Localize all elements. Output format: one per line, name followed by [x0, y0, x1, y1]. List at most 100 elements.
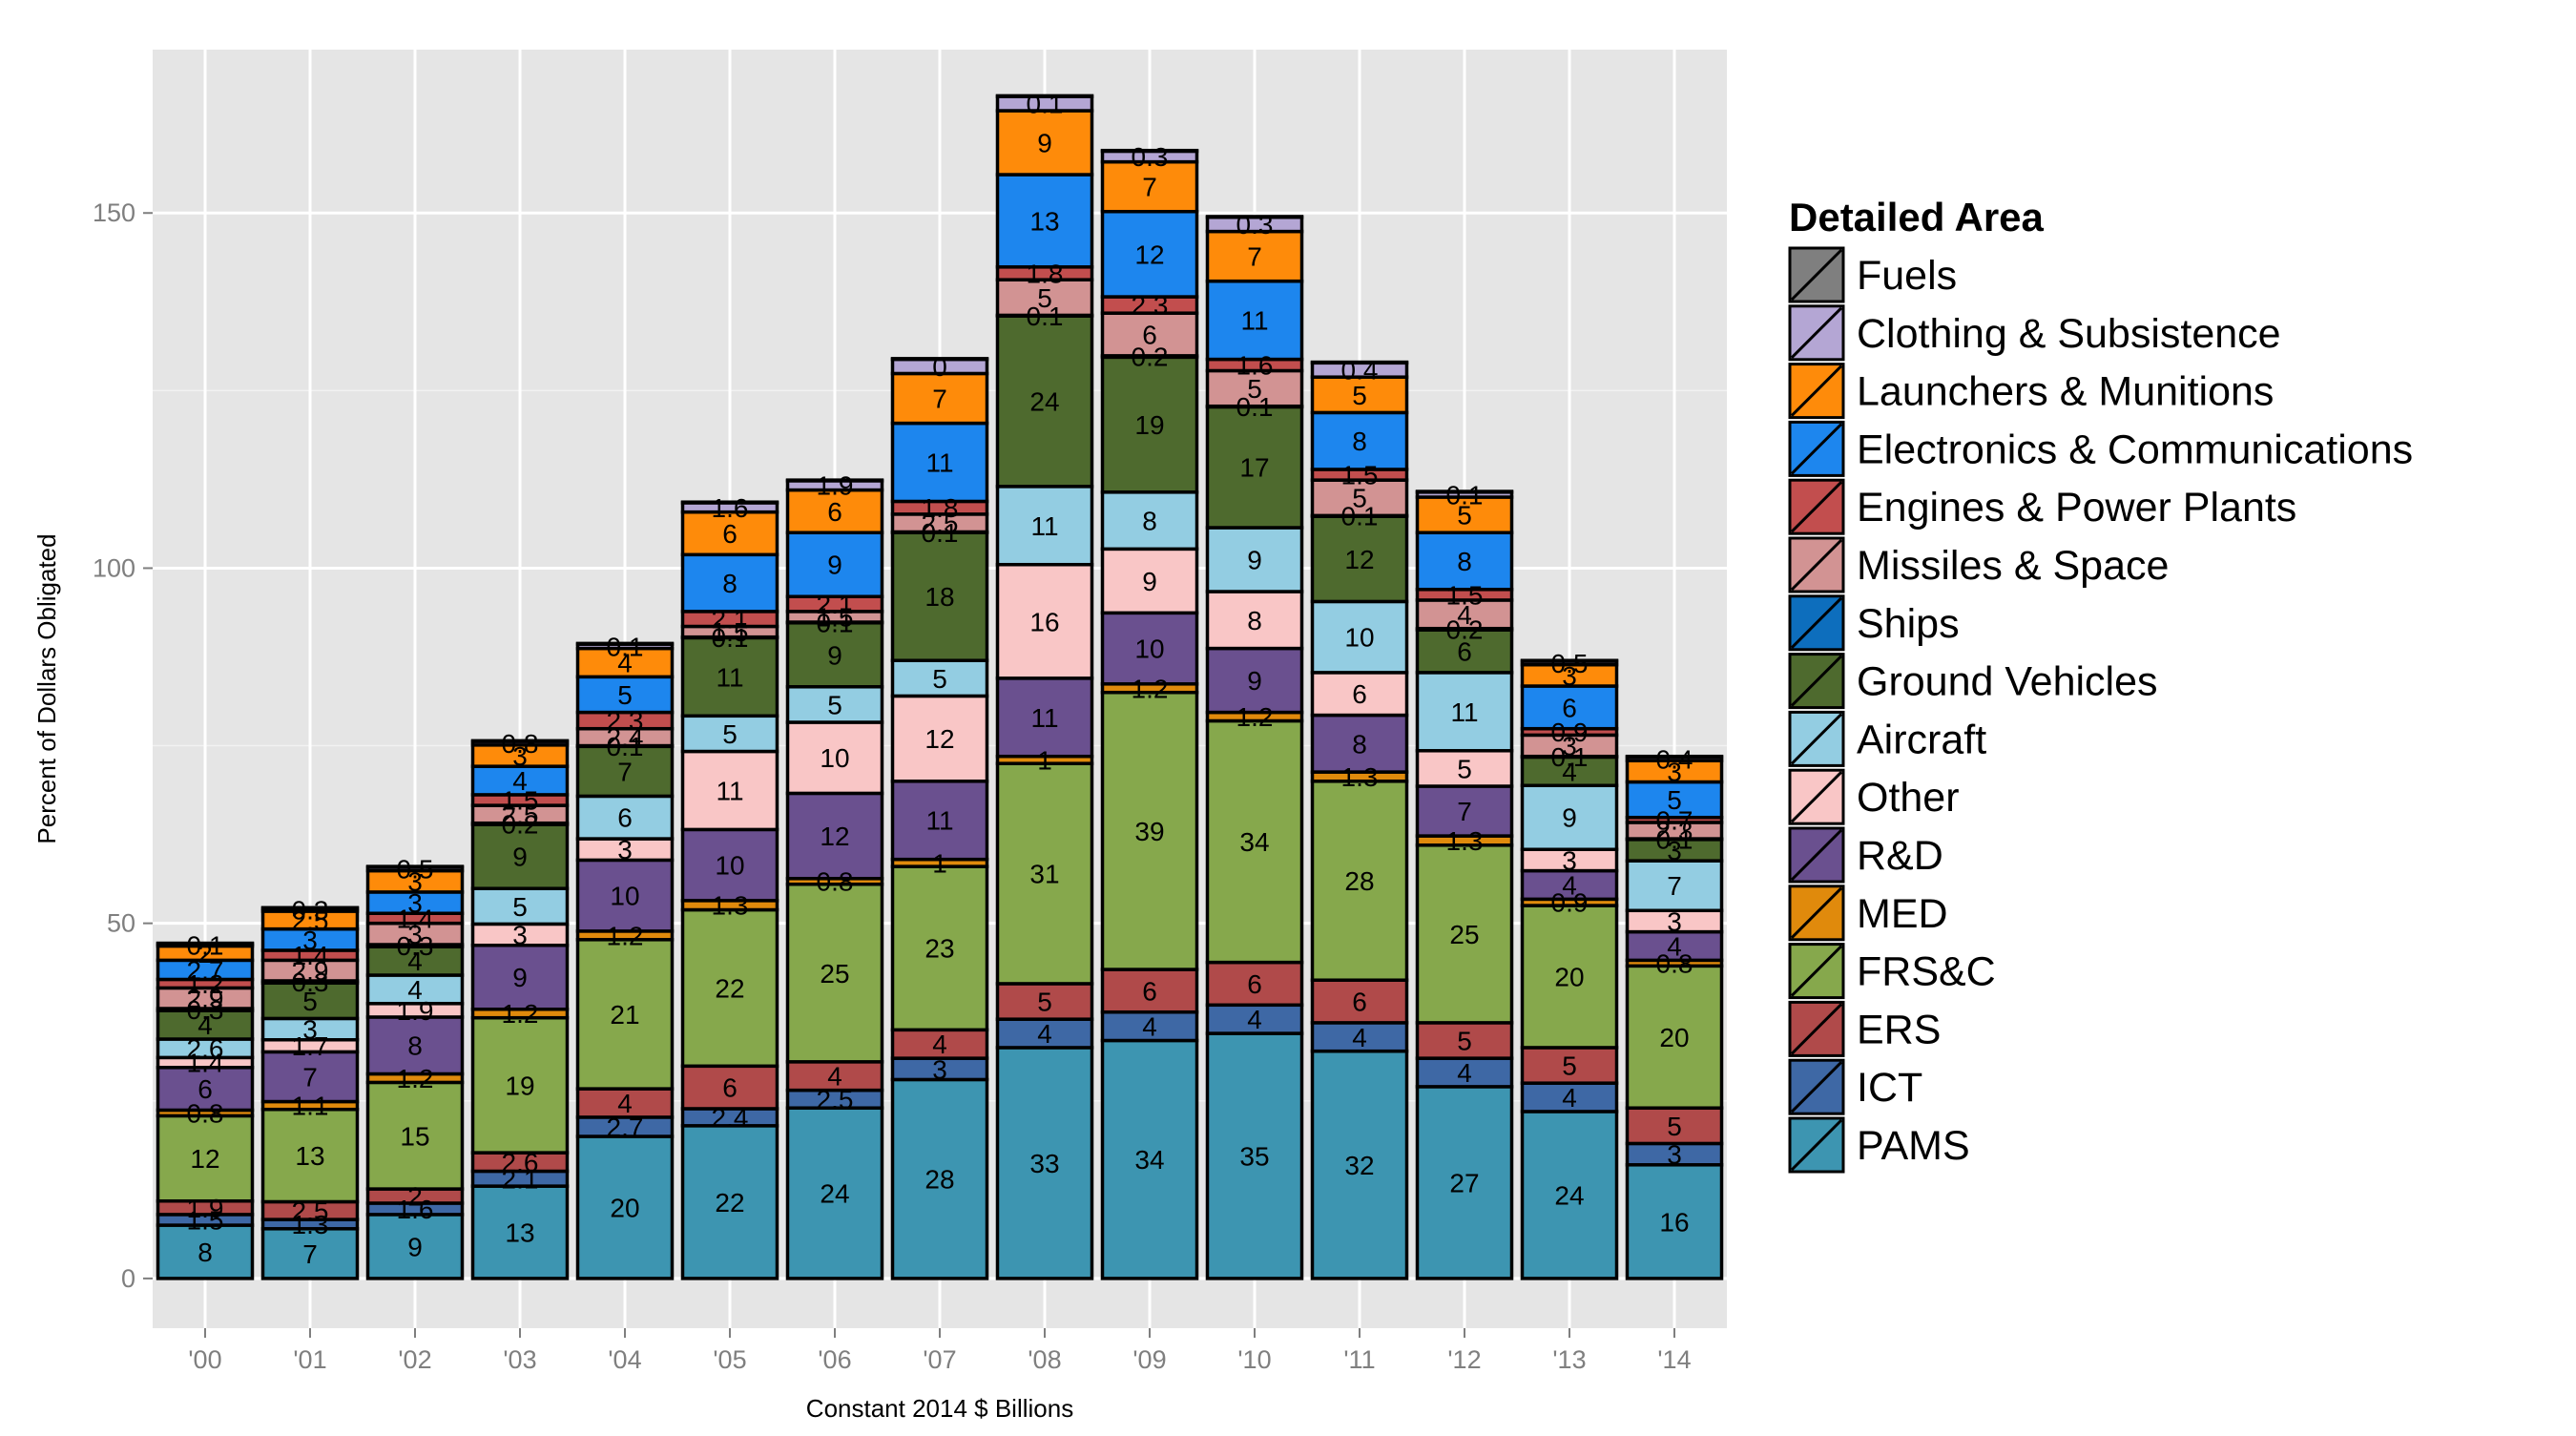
bar-segment: [995, 109, 1094, 177]
data-label: 33: [1029, 1149, 1059, 1178]
data-label: 5: [512, 892, 528, 922]
data-label: 1.5: [187, 1205, 224, 1235]
data-label: 12: [924, 724, 954, 754]
data-label: 11: [1450, 697, 1478, 727]
data-label: 2.3: [1132, 291, 1169, 321]
x-tick-label: '07: [923, 1345, 956, 1374]
bar-segment: [785, 478, 884, 483]
data-label: 7: [932, 385, 947, 414]
data-label: 2.5: [292, 905, 329, 935]
data-label: 10: [1344, 623, 1374, 653]
legend-label: Aircraft: [1857, 717, 1986, 762]
data-label: 1.3: [1446, 826, 1484, 856]
bar-segment: [1310, 478, 1409, 518]
data-label: 2.5: [817, 1085, 854, 1114]
bar-segment: [575, 641, 675, 646]
data-label: 8: [1457, 547, 1472, 576]
data-label: 1.3: [1341, 762, 1379, 792]
bar-segment: [1415, 531, 1514, 592]
bar-segment: [575, 794, 675, 841]
bar-segment: [1100, 209, 1199, 299]
data-label: 1.5: [502, 786, 539, 816]
data-label: 0: [932, 352, 947, 382]
data-label: 0.9: [1551, 888, 1589, 918]
data-label: 16: [1029, 607, 1059, 636]
data-label: 7: [617, 757, 633, 786]
data-label: 1.8: [1027, 260, 1064, 289]
data-label: 0.3: [1236, 210, 1274, 239]
legend-key-slash: [1790, 945, 1843, 997]
data-label: 6: [1142, 976, 1157, 1006]
bar-segment: [890, 1028, 989, 1060]
data-label: 0.1: [922, 518, 959, 548]
data-label: 2: [197, 939, 213, 968]
bar-segment: [1100, 611, 1199, 686]
y-tick-label: 0: [121, 1264, 135, 1293]
data-label: 2.3: [607, 706, 644, 736]
data-label: 5: [617, 680, 633, 710]
data-label: 2.9: [292, 956, 329, 986]
bar-segment: [156, 941, 255, 947]
bar-segment: [785, 1060, 884, 1093]
bar-segment: [890, 357, 989, 362]
data-label: 0.3: [292, 968, 329, 997]
data-label: 2.5: [502, 800, 539, 829]
data-label: 3: [1667, 757, 1682, 786]
data-label: 28: [924, 1165, 954, 1195]
data-label: 6: [827, 497, 842, 527]
data-label: 2.7: [607, 1113, 644, 1142]
bar-segment: [156, 1066, 255, 1113]
bar-segment: [1415, 489, 1514, 494]
data-label: 4: [512, 766, 528, 796]
data-label: 1.6: [1236, 351, 1274, 381]
data-label: 2.6: [187, 1034, 224, 1064]
legend-key-slash: [1790, 248, 1843, 302]
bar-segment: [680, 714, 779, 754]
bar-segment: [575, 858, 675, 933]
bar-segment: [680, 635, 779, 718]
legend-key-slash: [1790, 364, 1843, 417]
data-label: 0.4: [1656, 744, 1693, 774]
bar-segment: [1100, 159, 1199, 214]
data-label: 27: [1449, 1168, 1479, 1197]
legend-key-slash: [1790, 596, 1843, 649]
data-label: 6: [722, 519, 737, 549]
data-label: 35: [1239, 1141, 1269, 1171]
data-label: 0.1: [1027, 90, 1064, 119]
data-label: 9: [1247, 546, 1262, 575]
x-tick-label: '01: [293, 1345, 326, 1374]
data-label: 1.2: [397, 1064, 434, 1093]
data-label: 0.1: [1341, 502, 1379, 531]
legend-label: Fuels: [1857, 253, 1957, 299]
legend-key-slash: [1790, 538, 1843, 592]
bar-segment: [1415, 598, 1514, 631]
data-label: 6: [617, 803, 633, 833]
data-label: 25: [1449, 920, 1479, 949]
legend-label: Launchers & Munitions: [1857, 369, 2274, 415]
data-label: 0.1: [817, 608, 854, 637]
data-label: 9: [1247, 666, 1262, 696]
bar-segment: [365, 1015, 465, 1076]
bar-segment: [995, 314, 1094, 489]
y-tick-label: 50: [107, 909, 135, 938]
bar-segment: [995, 676, 1094, 759]
data-label: 5: [1037, 283, 1052, 313]
data-label: 1: [1037, 745, 1052, 775]
legend-title: Detailed Area: [1789, 195, 2045, 239]
data-label: 12: [820, 822, 849, 851]
data-label: 2.4: [712, 1103, 749, 1133]
bar-segment: [470, 886, 570, 926]
data-label: 5: [1667, 785, 1682, 815]
x-tick-label: '06: [818, 1345, 851, 1374]
data-label: 1.1: [292, 1092, 329, 1121]
bar-segment: [1625, 1163, 1724, 1280]
bar-segment: [260, 1227, 360, 1280]
data-label: 0.5: [1551, 649, 1589, 678]
data-label: 0.1: [1446, 480, 1484, 510]
bar-segment: [1415, 671, 1514, 753]
data-label: 3: [1562, 732, 1577, 761]
data-label: 4: [932, 1030, 947, 1059]
data-label: 0.9: [1551, 718, 1589, 747]
data-label: 5: [827, 690, 842, 719]
bar-segment: [1310, 514, 1409, 604]
